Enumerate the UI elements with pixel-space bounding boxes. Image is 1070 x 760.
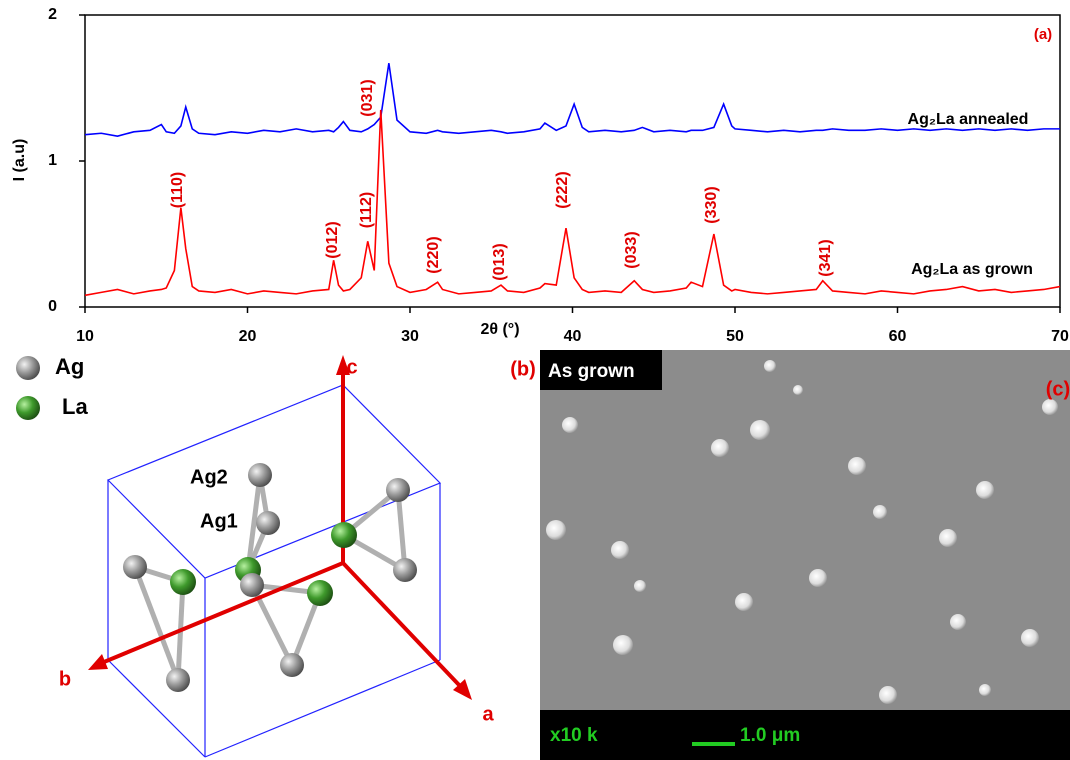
legend-swatch	[16, 356, 40, 380]
axis-label: b	[59, 668, 71, 690]
particle	[1021, 629, 1039, 647]
peak-annotation: (220)	[425, 236, 442, 273]
panel-label: (c)	[1046, 378, 1070, 400]
x-axis-label: 2θ (°)	[480, 321, 519, 338]
particle	[1042, 399, 1058, 415]
sem-caption: As grown	[548, 361, 635, 382]
x-tick-label: 30	[401, 328, 419, 345]
panel-label: (a)	[1034, 26, 1052, 43]
particle	[711, 439, 729, 457]
y-axis-label: I (a.u)	[11, 139, 28, 182]
particle	[979, 684, 991, 696]
particle	[546, 520, 566, 540]
x-tick-label: 60	[889, 328, 907, 345]
particle	[750, 420, 770, 440]
particle	[611, 541, 629, 559]
y-tick-label: 1	[48, 152, 57, 169]
axis-label: c	[346, 356, 357, 378]
atom-label: Ag2	[190, 466, 228, 488]
peak-annotation: (013)	[491, 243, 508, 280]
series-label: Ag₂La annealed	[908, 111, 1029, 128]
particle	[793, 385, 803, 395]
atom-label: Ag1	[200, 510, 238, 532]
peak-annotation: (031)	[359, 79, 376, 116]
particle	[848, 457, 866, 475]
legend-label: La	[62, 394, 88, 419]
figure: I (a.u) 2θ (°) (a) 0 1 2 10 20 30 40 50 60 70 Ag₂L…	[0, 0, 1070, 760]
particle	[764, 360, 776, 372]
info-bar	[540, 710, 1070, 760]
panel-label: (b)	[510, 358, 536, 380]
particle	[809, 569, 827, 587]
legend-swatch	[16, 396, 40, 420]
particle	[873, 505, 887, 519]
x-tick-label: 70	[1051, 328, 1069, 345]
scale-bar-label: 1.0 μm	[740, 725, 800, 746]
sem-image: As grown (c) x10 k 1.0 μm	[540, 350, 1070, 760]
peak-annotation: (341)	[817, 239, 834, 276]
axes	[88, 355, 472, 700]
particle	[634, 580, 646, 592]
peak-annotation: (112)	[358, 192, 375, 228]
legend-label: Ag	[55, 354, 84, 379]
peak-annotation: (033)	[623, 231, 640, 268]
x-tick-label: 50	[726, 328, 744, 345]
y-tick-label: 0	[48, 298, 57, 315]
y-tick-label: 2	[48, 6, 57, 23]
peak-annotation: (012)	[324, 221, 341, 258]
peak-annotation: (222)	[554, 171, 571, 208]
peak-annotation: (330)	[703, 186, 720, 223]
crystal-structure: Ag La (b) c b a	[16, 354, 536, 757]
xrd-chart: I (a.u) 2θ (°) (a) 0 1 2 10 20 30 40 50 60 70 Ag₂L…	[11, 6, 1069, 345]
particle	[562, 417, 578, 433]
x-tick-label: 10	[76, 328, 94, 345]
particle	[976, 481, 994, 499]
magnification: x10 k	[550, 725, 598, 746]
particle	[735, 593, 753, 611]
particle	[879, 686, 897, 704]
particle	[939, 529, 957, 547]
unit-cell	[108, 385, 440, 757]
x-tick-label: 40	[564, 328, 582, 345]
particle	[950, 614, 966, 630]
axis-label: a	[482, 703, 494, 725]
series-label: Ag₂La as grown	[911, 261, 1033, 278]
peak-annotation: (110)	[169, 172, 186, 208]
particle	[613, 635, 633, 655]
x-tick-label: 20	[239, 328, 257, 345]
